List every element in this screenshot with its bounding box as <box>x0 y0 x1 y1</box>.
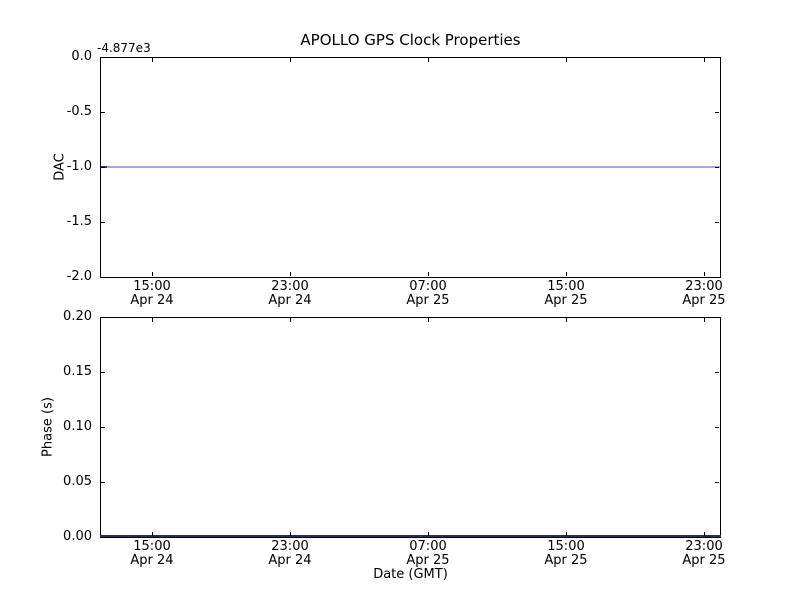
xtick-time: 23:00 <box>685 279 723 294</box>
xtick-time: 15:00 <box>547 279 585 294</box>
xtick-time: 15:00 <box>133 539 171 554</box>
tick-mark <box>152 318 153 322</box>
y-axis-offset-label: -4.877e3 <box>97 41 151 55</box>
tick-mark <box>101 482 105 483</box>
xtick-date: Apr 25 <box>544 293 588 308</box>
tick-mark <box>152 272 153 276</box>
tick-mark <box>101 427 105 428</box>
ytick-label: 0.05 <box>63 474 92 489</box>
xtick-time: 07:00 <box>409 539 447 554</box>
bottom-y-axis-label: Phase (s) <box>40 397 56 457</box>
tick-mark <box>290 58 291 62</box>
tick-mark <box>428 58 429 62</box>
xtick-label: 15:00 Apr 25 <box>521 280 611 308</box>
tick-mark <box>290 532 291 536</box>
xtick-date: Apr 25 <box>406 293 450 308</box>
xtick-label: 15:00 Apr 25 <box>521 540 611 568</box>
ytick-label: 0.20 <box>63 309 92 324</box>
tick-mark <box>715 112 719 113</box>
ytick-label: -0.5 <box>66 104 92 119</box>
tick-mark <box>290 318 291 322</box>
xtick-date: Apr 24 <box>130 553 174 568</box>
ytick-label: 0.15 <box>63 364 92 379</box>
xtick-label: 07:00 Apr 25 <box>383 540 473 568</box>
xtick-date: Apr 24 <box>130 293 174 308</box>
xtick-time: 23:00 <box>271 539 309 554</box>
xtick-time: 23:00 <box>685 539 723 554</box>
xtick-label: 15:00 Apr 24 <box>107 280 197 308</box>
xtick-date: Apr 25 <box>544 553 588 568</box>
tick-mark <box>152 532 153 536</box>
tick-mark <box>101 167 105 168</box>
tick-mark <box>704 318 705 322</box>
tick-mark <box>566 532 567 536</box>
tick-mark <box>715 482 719 483</box>
xtick-time: 15:00 <box>547 539 585 554</box>
xtick-label: 23:00 Apr 24 <box>245 540 335 568</box>
xtick-label: 23:00 Apr 24 <box>245 280 335 308</box>
xtick-time: 07:00 <box>409 279 447 294</box>
tick-mark <box>101 222 105 223</box>
ytick-label: -2.0 <box>66 269 92 284</box>
tick-mark <box>428 272 429 276</box>
tick-mark <box>704 58 705 62</box>
dac-line <box>101 166 720 168</box>
bottom-plot-area <box>100 317 721 538</box>
tick-mark <box>715 167 719 168</box>
tick-mark <box>566 272 567 276</box>
x-axis-label: Date (GMT) <box>373 567 448 582</box>
xtick-label: 15:00 Apr 24 <box>107 540 197 568</box>
ytick-label: 0.10 <box>63 419 92 434</box>
xtick-date: Apr 25 <box>406 553 450 568</box>
ytick-label: -1.0 <box>66 159 92 174</box>
tick-mark <box>428 532 429 536</box>
tick-mark <box>704 272 705 276</box>
xtick-label: 23:00 Apr 25 <box>659 540 749 568</box>
ytick-label: -1.5 <box>66 214 92 229</box>
xtick-date: Apr 25 <box>682 553 726 568</box>
tick-mark <box>101 112 105 113</box>
xtick-date: Apr 24 <box>268 553 312 568</box>
tick-mark <box>566 58 567 62</box>
xtick-time: 15:00 <box>133 279 171 294</box>
top-y-axis-label: DAC <box>52 153 68 181</box>
tick-mark <box>290 272 291 276</box>
tick-mark <box>428 318 429 322</box>
xtick-label: 07:00 Apr 25 <box>383 280 473 308</box>
tick-mark <box>715 222 719 223</box>
ytick-label: 0.00 <box>63 529 92 544</box>
tick-mark <box>704 532 705 536</box>
top-plot-area <box>100 57 721 278</box>
tick-mark <box>715 427 719 428</box>
tick-mark <box>566 318 567 322</box>
tick-mark <box>101 372 105 373</box>
tick-mark <box>715 372 719 373</box>
phase-line <box>100 535 721 537</box>
xtick-date: Apr 24 <box>268 293 312 308</box>
tick-mark <box>152 58 153 62</box>
xtick-date: Apr 25 <box>682 293 726 308</box>
chart-title: APOLLO GPS Clock Properties <box>300 31 521 49</box>
xtick-label: 23:00 Apr 25 <box>659 280 749 308</box>
ytick-label: 0.0 <box>71 49 92 64</box>
xtick-time: 23:00 <box>271 279 309 294</box>
